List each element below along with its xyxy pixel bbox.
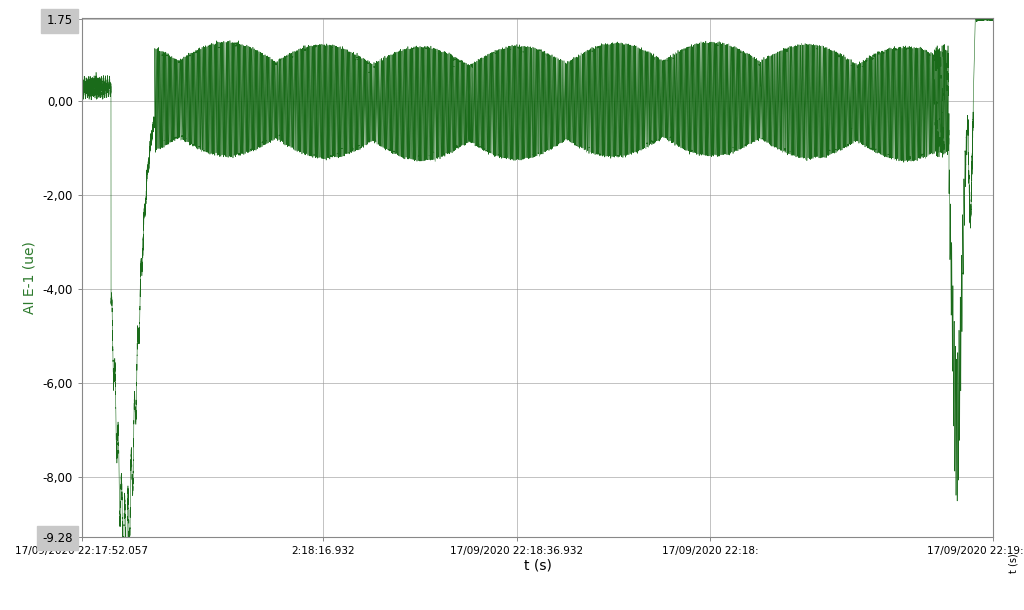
Y-axis label: AI E-1 (ue): AI E-1 (ue)	[23, 241, 37, 314]
X-axis label: t (s): t (s)	[523, 559, 552, 573]
Text: t (s): t (s)	[1009, 554, 1019, 573]
